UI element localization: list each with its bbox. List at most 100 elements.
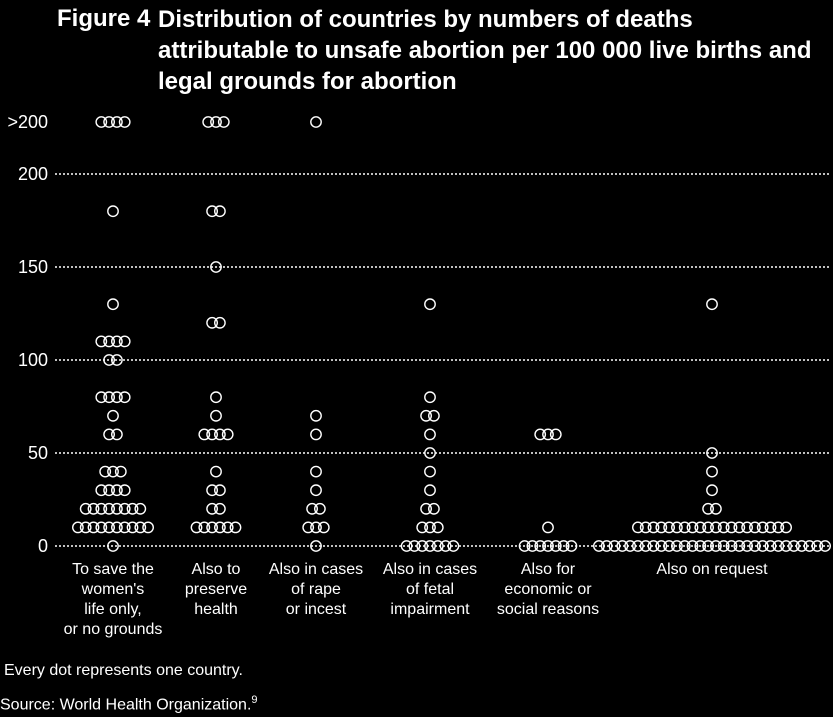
country-dot bbox=[111, 116, 123, 128]
country-dot bbox=[749, 521, 761, 534]
category-label-line: of fetal bbox=[405, 581, 455, 598]
country-dot bbox=[420, 409, 432, 422]
category-label: Also for economic or social reasons bbox=[488, 560, 608, 620]
country-dot bbox=[772, 540, 785, 552]
category-label-line: women's bbox=[81, 581, 145, 598]
country-dot bbox=[702, 540, 714, 552]
country-dot bbox=[439, 540, 452, 552]
country-dot bbox=[655, 540, 668, 552]
country-dot bbox=[103, 484, 116, 497]
country-dot bbox=[811, 540, 824, 552]
country-dot bbox=[206, 205, 219, 218]
country-dot bbox=[424, 540, 436, 552]
country-dot bbox=[118, 116, 131, 128]
figure-label: Figure 4 bbox=[57, 5, 151, 32]
country-dot bbox=[310, 116, 322, 128]
category-label-line: Also on request bbox=[656, 561, 768, 578]
country-dot bbox=[213, 316, 226, 329]
country-dot bbox=[702, 502, 714, 515]
country-dot bbox=[206, 521, 219, 534]
country-dot bbox=[134, 502, 147, 515]
country-dot bbox=[549, 540, 562, 552]
category-label-line: preserve bbox=[184, 581, 248, 598]
country-dot bbox=[310, 428, 322, 441]
country-dot bbox=[126, 521, 139, 534]
country-dot bbox=[99, 465, 112, 478]
country-dot bbox=[756, 540, 769, 552]
country-dot bbox=[542, 521, 554, 534]
y-tick-label: 100 bbox=[18, 350, 48, 370]
country-dot bbox=[447, 540, 460, 552]
country-dot bbox=[717, 540, 730, 552]
country-dot bbox=[95, 521, 108, 534]
country-dot bbox=[420, 502, 432, 515]
country-dot bbox=[103, 354, 116, 366]
country-dot bbox=[118, 502, 131, 515]
country-dot bbox=[549, 428, 562, 441]
y-tick-label: 50 bbox=[28, 443, 48, 463]
country-dot bbox=[733, 540, 746, 552]
category-label-line: Also in cases bbox=[382, 561, 478, 578]
country-dot bbox=[95, 116, 108, 128]
country-dot bbox=[118, 335, 131, 348]
country-dot bbox=[733, 521, 746, 534]
country-dot bbox=[608, 540, 621, 552]
country-dot bbox=[213, 205, 226, 218]
category-label-line: economic or bbox=[504, 581, 592, 598]
country-dot bbox=[780, 521, 792, 534]
category-label: Also on request bbox=[652, 560, 772, 580]
country-dot bbox=[111, 502, 123, 515]
country-dot bbox=[741, 540, 753, 552]
category-label-line: Also in cases bbox=[268, 561, 364, 578]
country-dot bbox=[107, 298, 119, 311]
country-dot bbox=[103, 428, 116, 441]
country-dot bbox=[678, 521, 691, 534]
country-dot bbox=[424, 465, 436, 478]
country-dot bbox=[694, 521, 707, 534]
country-dot bbox=[134, 521, 147, 534]
country-dot bbox=[217, 116, 230, 128]
category-label: Also to preserve health bbox=[156, 560, 276, 620]
country-dot bbox=[210, 465, 222, 478]
country-dot bbox=[534, 428, 547, 441]
country-dot bbox=[103, 391, 116, 404]
country-dot bbox=[198, 521, 211, 534]
country-dot bbox=[780, 540, 792, 552]
country-dot bbox=[686, 521, 699, 534]
country-dot bbox=[647, 540, 660, 552]
country-dot bbox=[95, 335, 108, 348]
country-dot bbox=[764, 521, 777, 534]
country-dot bbox=[107, 540, 119, 552]
country-dot bbox=[111, 391, 123, 404]
country-dot bbox=[764, 540, 777, 552]
source-text: Source: World Health Organization. bbox=[0, 696, 252, 714]
y-tick-label: 0 bbox=[38, 536, 48, 556]
country-dot bbox=[616, 540, 629, 552]
country-dot bbox=[557, 540, 570, 552]
country-dot bbox=[624, 540, 636, 552]
country-dot bbox=[706, 298, 718, 311]
country-dot bbox=[427, 409, 440, 422]
country-dot bbox=[107, 465, 119, 478]
country-dot bbox=[518, 540, 531, 552]
country-dot bbox=[741, 521, 753, 534]
country-dot bbox=[142, 521, 155, 534]
category-label: Also in cases of fetal impairment bbox=[370, 560, 490, 620]
country-dot bbox=[206, 428, 219, 441]
country-dot bbox=[710, 521, 722, 534]
country-dot bbox=[542, 540, 554, 552]
country-dot bbox=[565, 540, 578, 552]
country-dot bbox=[663, 521, 675, 534]
country-dot bbox=[702, 521, 714, 534]
country-dot bbox=[717, 521, 730, 534]
category-label: Also in cases of rape or incest bbox=[256, 560, 376, 620]
category-label-line: impairment bbox=[390, 601, 470, 618]
category-label: To save the women's life only, or no ground… bbox=[53, 560, 173, 640]
country-dot bbox=[103, 335, 116, 348]
country-dot bbox=[663, 540, 675, 552]
category-label-line: Also to bbox=[191, 561, 241, 578]
country-dot bbox=[310, 484, 322, 497]
country-dot bbox=[725, 540, 738, 552]
country-dot bbox=[210, 261, 222, 273]
country-dot bbox=[118, 521, 131, 534]
